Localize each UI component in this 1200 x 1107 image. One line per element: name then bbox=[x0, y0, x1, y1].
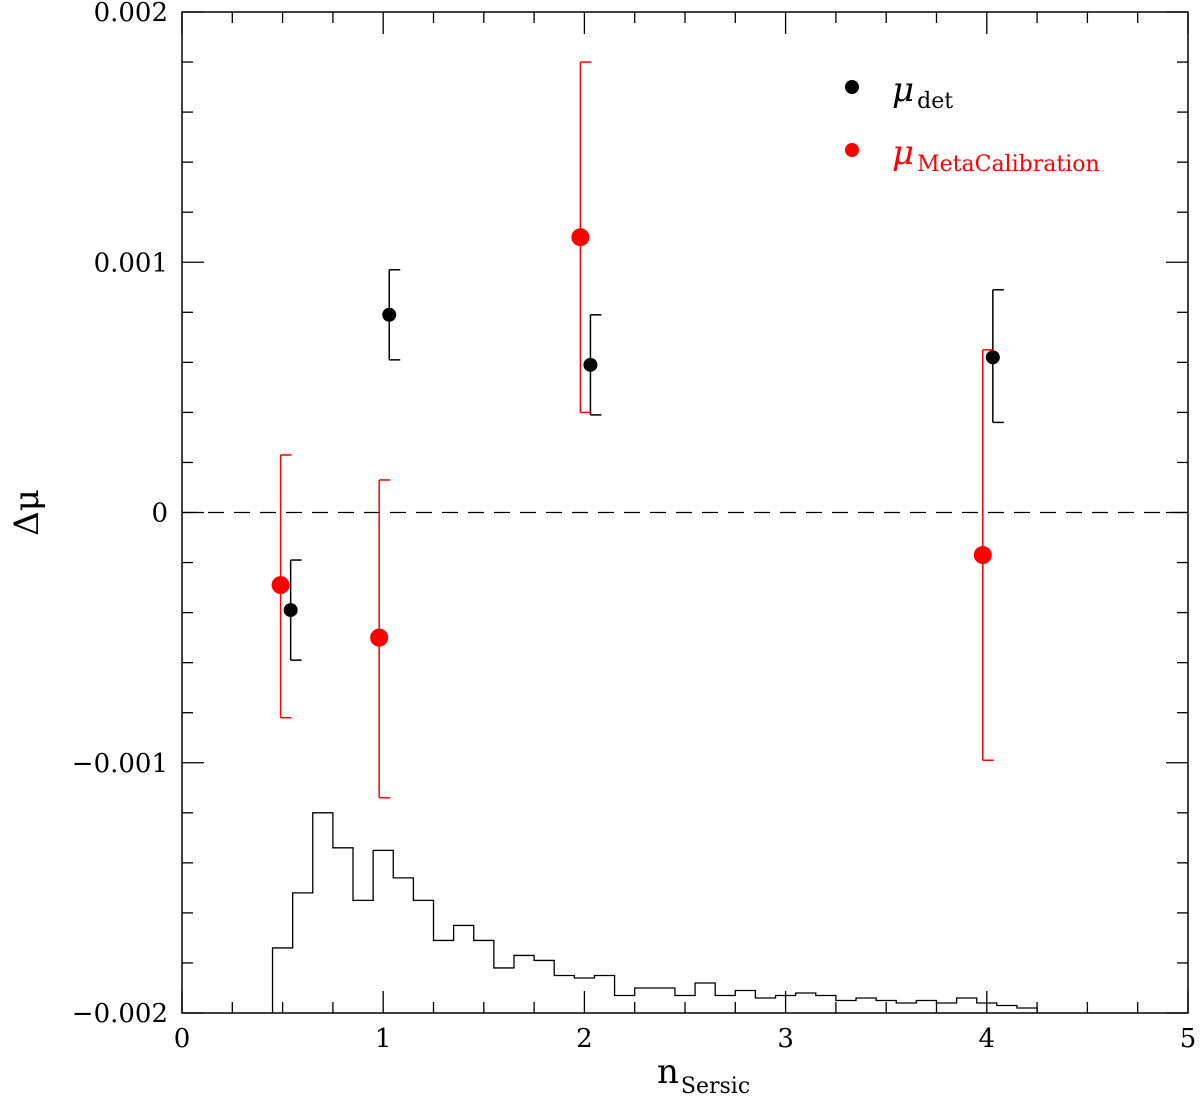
legend-label: μ MetaCalibration bbox=[892, 133, 1100, 177]
data-point bbox=[571, 228, 590, 247]
tick-labels: 0 1 2 3 4 5 −0.002 −0.001 0 0.001 0.002 bbox=[72, 0, 1196, 1054]
y-tick-label: 0 bbox=[151, 499, 168, 529]
x-axis-label-main: n bbox=[657, 1052, 679, 1092]
axis-labels: nSersic Δμ bbox=[7, 489, 750, 1099]
data-point bbox=[973, 546, 992, 565]
data-point bbox=[382, 307, 397, 322]
data-point bbox=[985, 350, 1000, 365]
y-tick-label: 0.002 bbox=[94, 0, 168, 28]
y-axis-label: Δμ bbox=[7, 489, 47, 536]
y-tick-label: 0.001 bbox=[94, 248, 168, 278]
x-tick-label: 4 bbox=[979, 1024, 996, 1054]
legend-symbol: μ bbox=[892, 133, 914, 173]
legend-marker bbox=[845, 80, 859, 94]
legend-marker bbox=[845, 143, 859, 157]
data-points bbox=[271, 228, 1000, 647]
histogram bbox=[271, 812, 1038, 1013]
data-point bbox=[283, 603, 298, 618]
x-axis-label: nSersic bbox=[657, 1052, 750, 1099]
histogram-outline bbox=[271, 812, 1038, 1013]
legend-symbol: μ bbox=[892, 70, 914, 110]
legend-subscript: det bbox=[917, 89, 953, 114]
data-point bbox=[583, 357, 598, 372]
axis-ticks bbox=[181, 11, 1189, 1014]
data-point bbox=[370, 628, 389, 647]
y-tick-label: −0.001 bbox=[72, 749, 168, 779]
x-tick-label: 2 bbox=[576, 1024, 593, 1054]
x-tick-label: 3 bbox=[777, 1024, 794, 1054]
y-tick-label: −0.002 bbox=[72, 999, 168, 1029]
legend-subscript: MetaCalibration bbox=[917, 152, 1100, 177]
x-tick-label: 0 bbox=[174, 1024, 191, 1054]
x-tick-label: 1 bbox=[375, 1024, 392, 1054]
data-point bbox=[271, 576, 290, 595]
x-tick-label: 5 bbox=[1180, 1024, 1197, 1054]
x-axis-label-sub: Sersic bbox=[681, 1074, 750, 1099]
legend-label: μ det bbox=[892, 70, 953, 114]
